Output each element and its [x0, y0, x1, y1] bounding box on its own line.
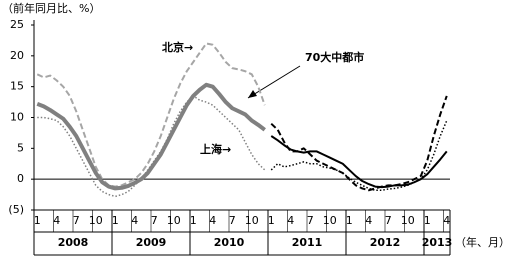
- series-line: [36, 42, 266, 188]
- x-tick-label: 4: [53, 214, 60, 227]
- x-tick-label: 1: [346, 214, 353, 227]
- year-label: 2013: [422, 236, 453, 249]
- x-tick-label: 1: [268, 214, 275, 227]
- annotation-arrowhead: [248, 90, 257, 98]
- x-tick-label: 7: [385, 214, 392, 227]
- x-tick-label: 7: [229, 214, 236, 227]
- x-tick-label: 4: [365, 214, 372, 227]
- y-tick-label: 15: [10, 80, 24, 93]
- y-tick-label: 25: [10, 18, 24, 31]
- annotation: 北京→: [162, 40, 193, 54]
- annotation-arrow: [247, 65, 301, 99]
- x-unit-label: （年、月）: [455, 235, 510, 249]
- x-tick-label: 4: [443, 214, 450, 227]
- x-tick-label: 7: [307, 214, 314, 227]
- x-tick-label: 1: [34, 214, 41, 227]
- x-tick-label: 7: [73, 214, 80, 227]
- x-tick-label: 1: [424, 214, 431, 227]
- y-axis-label: （前年同月比、%）: [2, 1, 100, 15]
- y-tick-label: 5: [17, 141, 24, 154]
- series-line: [36, 82, 266, 191]
- x-tick-label: 4: [287, 214, 294, 227]
- series-line: [37, 95, 266, 198]
- y-tick-label: 10: [10, 111, 24, 124]
- year-label: 2009: [136, 236, 167, 249]
- y-tick-label: (5): [8, 203, 24, 216]
- series-line: [270, 135, 448, 189]
- x-tick-label: 10: [167, 214, 181, 227]
- x-tick-label: 1: [112, 214, 119, 227]
- x-tick-label: 4: [209, 214, 216, 227]
- x-tick-label: 10: [245, 214, 259, 227]
- y-tick-label: 0: [17, 172, 24, 185]
- year-label: 2011: [292, 236, 323, 249]
- x-tick-label: 4: [131, 214, 138, 227]
- series-line: [270, 95, 448, 192]
- year-label: 2010: [214, 236, 245, 249]
- year-label: 2008: [58, 236, 89, 249]
- annotation: 上海→: [200, 142, 231, 156]
- y-tick-label: 20: [10, 49, 24, 62]
- x-tick-label: 1: [190, 214, 197, 227]
- x-tick-label: 10: [89, 214, 103, 227]
- x-tick-label: 10: [401, 214, 415, 227]
- x-tick-label: 10: [323, 214, 337, 227]
- year-label: 2012: [370, 236, 401, 249]
- annotation: 70大中都市: [305, 50, 364, 64]
- x-tick-label: 7: [151, 214, 158, 227]
